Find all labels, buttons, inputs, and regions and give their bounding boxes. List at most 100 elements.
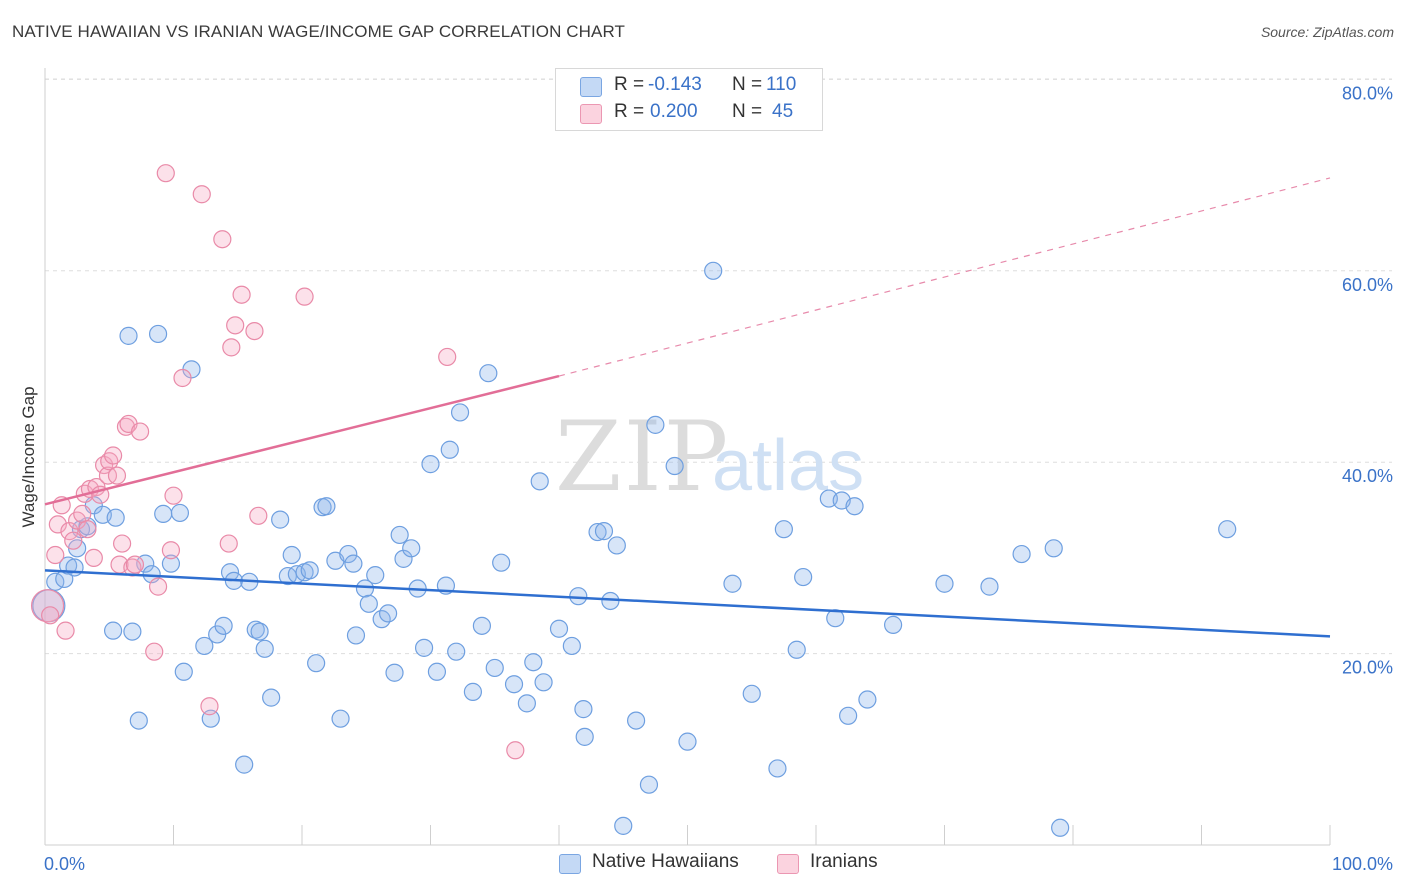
y-tick-label: 40.0% — [1342, 466, 1393, 486]
iranian-point — [104, 446, 123, 465]
native-hawaiian-point — [768, 759, 787, 778]
iranian-point — [156, 164, 175, 183]
native-hawaiian-point — [447, 642, 466, 661]
native-hawaiian-point — [65, 558, 84, 577]
native-hawaiian-point — [704, 261, 723, 280]
native-hawaiian-point — [378, 604, 398, 623]
iranian-point — [84, 548, 103, 568]
native-hawaiian-point — [839, 706, 858, 725]
native-hawaiian-point — [355, 579, 375, 598]
iranian-point — [226, 316, 245, 335]
legend-n-label: N = — [732, 74, 763, 95]
native-hawaiian-point — [170, 503, 190, 523]
native-hawaiian-point — [588, 522, 607, 542]
legend-n-value-pink: 45 — [772, 101, 794, 122]
iranian-point — [73, 504, 92, 523]
native-hawaiian-point — [344, 554, 363, 573]
native-hawaiian-point — [472, 616, 491, 635]
iranian-point — [30, 589, 65, 623]
native-hawaiian-point — [858, 690, 877, 709]
native-hawaiian-point — [549, 619, 569, 638]
native-hawaiian-point — [154, 504, 173, 523]
iranian-point — [48, 515, 67, 534]
iranian-point — [107, 466, 127, 485]
chart-title: NATIVE HAWAIIAN VS IRANIAN WAGE/INCOME G… — [12, 22, 626, 41]
iranian-point — [130, 422, 150, 441]
native-hawaiian-point — [1044, 539, 1063, 558]
trend-line-iranians-extrapolated — [558, 177, 1331, 377]
iranian-point — [148, 577, 168, 596]
source-label: Source: ZipAtlas.com — [1260, 24, 1394, 40]
iranian-point — [116, 417, 136, 436]
iranian-point — [112, 534, 132, 553]
y-tick-label: 20.0% — [1342, 658, 1393, 678]
legend-r-value-pink: 0.200 — [650, 101, 698, 122]
iranian-point — [125, 555, 145, 574]
native-hawaiian-point — [106, 508, 125, 527]
native-hawaiian-point — [935, 574, 954, 593]
iranian-point — [200, 697, 219, 716]
native-hawaiian-point — [282, 545, 301, 565]
native-hawaiian-point — [569, 587, 588, 606]
data-points — [30, 164, 1237, 837]
native-hawaiian-point — [123, 622, 142, 641]
native-hawaiian-point — [479, 364, 498, 383]
native-hawaiian-point — [530, 472, 549, 491]
iranian-point — [145, 642, 164, 661]
native-hawaiian-point — [504, 675, 524, 694]
native-hawaiian-point — [427, 662, 447, 681]
iranian-point — [222, 338, 241, 357]
native-hawaiian-point — [492, 553, 511, 572]
native-hawaiian-point — [390, 525, 409, 545]
native-hawaiian-point — [574, 700, 593, 719]
iranian-point — [438, 347, 457, 367]
axes — [44, 68, 1331, 846]
native-hawaiian-point — [742, 684, 761, 703]
native-hawaiian-point — [534, 673, 553, 692]
native-hawaiian-point — [1012, 544, 1031, 564]
native-hawaiian-point — [665, 456, 684, 476]
iranian-point — [161, 541, 181, 560]
native-hawaiian-point — [104, 621, 123, 640]
native-hawaiian-point — [366, 566, 385, 585]
native-hawaiian-point — [1051, 818, 1070, 837]
series-label-iranians: Iranians — [810, 851, 878, 872]
trend-line-native-hawaiians — [44, 569, 1331, 638]
correlation-legend: R = -0.143 N = 110 R = 0.200 N = 45 — [555, 68, 823, 131]
native-hawaiian-point — [250, 622, 269, 641]
native-hawaiian-point — [614, 816, 633, 835]
native-hawaiian-point — [575, 727, 594, 746]
native-hawaiian-point — [214, 616, 233, 635]
native-hawaiian-point — [339, 544, 358, 564]
iranian-point — [219, 534, 238, 553]
legend-n-label: N = — [732, 101, 763, 122]
native-hawaiian-point — [845, 497, 864, 516]
watermark-zip: ZIP — [555, 401, 730, 513]
native-hawaiian-point — [255, 639, 274, 658]
native-hawaiian-point — [517, 694, 536, 713]
native-hawaiian-point — [450, 403, 470, 422]
iranian-point — [78, 520, 97, 539]
native-hawaiian-point — [826, 609, 845, 628]
native-hawaiian-point — [331, 709, 350, 728]
native-hawaiian-point — [129, 711, 148, 730]
iranian-point — [41, 606, 60, 625]
native-hawaiian-point — [646, 415, 665, 434]
native-hawaiian-point — [626, 711, 646, 730]
iranian-point — [506, 741, 525, 760]
iranian-point — [173, 368, 192, 388]
legend-r-label: R = — [614, 74, 645, 95]
series-label-native-hawaiians: Native Hawaiians — [592, 851, 739, 872]
native-hawaiian-point — [300, 561, 319, 580]
native-hawaiian-point — [980, 577, 999, 596]
trend-lines — [44, 177, 1331, 638]
native-hawaiian-point — [794, 567, 813, 587]
native-hawaiian-point — [524, 653, 543, 672]
legend-r-value-blue: -0.143 — [648, 74, 702, 95]
y-axis-label: Wage/Income Gap — [19, 386, 38, 527]
native-hawaiian-point — [421, 455, 440, 474]
native-hawaiian-point — [317, 497, 336, 516]
iranian-point — [192, 185, 211, 204]
legend-swatch-blue — [580, 77, 602, 97]
